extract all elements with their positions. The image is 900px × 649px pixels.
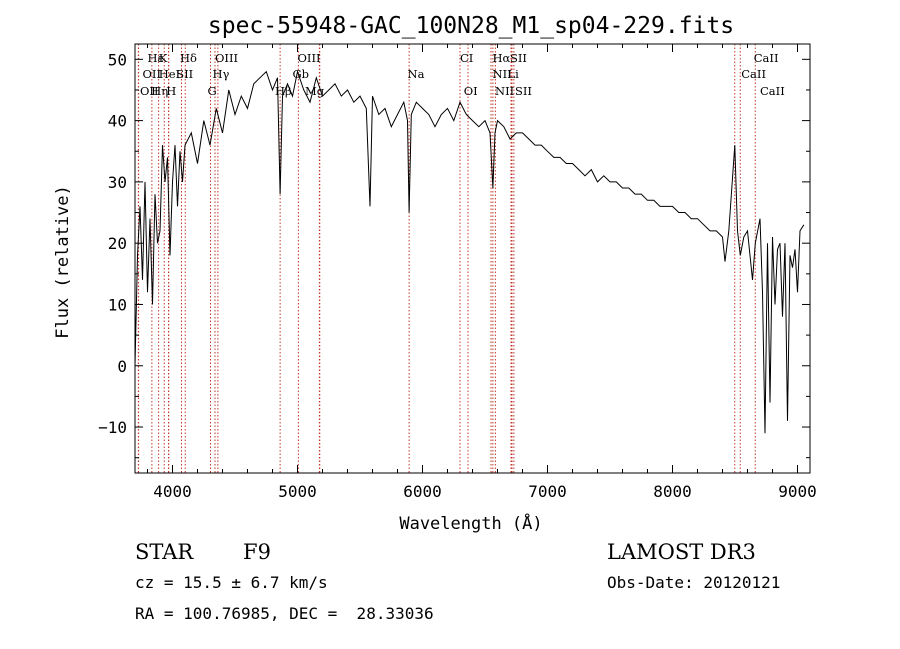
y-tick-label-0: −10 bbox=[98, 418, 127, 437]
line-label-row1-0: Hε bbox=[148, 51, 164, 65]
line-label-row2-5: Na bbox=[408, 67, 425, 81]
line-label-row2-2: SII bbox=[176, 67, 193, 81]
line-label-row3-2: H bbox=[166, 84, 176, 98]
y-tick-label-2: 10 bbox=[108, 295, 127, 314]
y-axis-ticks: −10 0 10 20 30 40 50 bbox=[98, 50, 810, 459]
line-label-row2-7: Li bbox=[508, 67, 520, 81]
y-tick-label-1: 0 bbox=[117, 357, 127, 376]
chart-title: spec-55948-GAC_100N28_M1_sp04-229.fits bbox=[208, 13, 734, 39]
object-subclass: F9 bbox=[243, 540, 271, 564]
line-label-row2-4: Gb bbox=[293, 67, 310, 81]
x-tick-label-2: 6000 bbox=[403, 482, 442, 501]
redshift-velocity: cz = 15.5 ± 6.7 km/s bbox=[135, 573, 328, 592]
line-label-row3-5: Mg bbox=[305, 84, 325, 98]
x-tick-label-0: 4000 bbox=[153, 482, 192, 501]
y-tick-label-4: 30 bbox=[108, 173, 127, 192]
line-label-row3-6: OI bbox=[464, 84, 478, 98]
plot-frame bbox=[134, 43, 811, 474]
line-label-row1-3: OIII bbox=[215, 51, 238, 65]
line-label-row1-6: Hα bbox=[493, 51, 511, 65]
y-axis-label: Flux (relative) bbox=[53, 185, 73, 339]
line-label-row2-1: HeI bbox=[159, 67, 180, 81]
line-label-row2-3: Hγ bbox=[213, 67, 230, 81]
y-tick-label-3: 20 bbox=[108, 234, 127, 253]
line-label-row1-4: OIII bbox=[298, 51, 321, 65]
x-tick-label-4: 8000 bbox=[653, 482, 692, 501]
line-label-row2-8: CaII bbox=[741, 67, 766, 81]
line-label-row3-1: Hη bbox=[151, 84, 168, 98]
coordinates: RA = 100.76985, DEC = 28.33036 bbox=[135, 604, 434, 623]
line-label-row1-5: CI bbox=[460, 51, 473, 65]
y-tick-label-5: 40 bbox=[108, 112, 127, 131]
x-tick-label-5: 9000 bbox=[778, 482, 817, 501]
y-tick-label-6: 50 bbox=[108, 50, 127, 69]
object-class: STAR bbox=[135, 540, 194, 564]
line-label-row3-4: Hβ bbox=[275, 84, 292, 98]
line-label-row1-2: Hδ bbox=[180, 51, 197, 65]
x-tick-label-1: 5000 bbox=[278, 482, 317, 501]
x-axis-label: Wavelength (Å) bbox=[399, 512, 542, 534]
x-axis-ticks: 4000 5000 6000 7000 8000 9000 bbox=[147, 44, 817, 501]
line-label-row1-8: CaII bbox=[754, 51, 779, 65]
line-label-row1-1: K bbox=[159, 51, 168, 65]
x-tick-label-3: 7000 bbox=[528, 482, 567, 501]
survey-name: LAMOST DR3 bbox=[607, 540, 756, 564]
spectrum-chart: spec-55948-GAC_100N28_M1_sp04-229.fits H… bbox=[53, 13, 817, 534]
line-label-row2-6: NII bbox=[493, 67, 512, 81]
spectrum-series-line bbox=[134, 69, 805, 434]
spectral-line-markers bbox=[137, 44, 756, 473]
line-label-row1-7: SII bbox=[510, 51, 527, 65]
line-label-row3-0: OII bbox=[140, 84, 159, 98]
line-label-row3-8: SII bbox=[515, 84, 532, 98]
line-label-row3-7: NII bbox=[495, 84, 514, 98]
line-label-row3-9: CaII bbox=[760, 84, 785, 98]
observation-date: Obs-Date: 20120121 bbox=[607, 573, 781, 592]
line-label-row3-3: G bbox=[208, 84, 217, 98]
line-label-row2-0: OII bbox=[143, 67, 162, 81]
